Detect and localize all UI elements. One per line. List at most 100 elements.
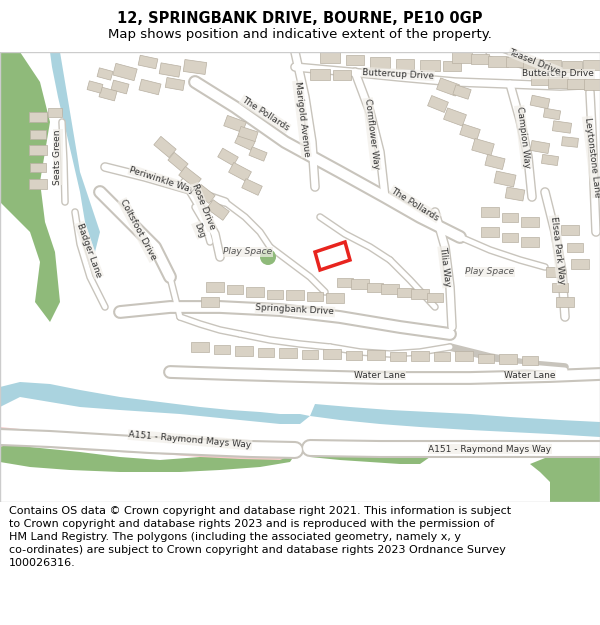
Polygon shape — [530, 95, 550, 109]
Polygon shape — [224, 116, 246, 132]
Polygon shape — [502, 232, 518, 241]
Polygon shape — [351, 279, 369, 289]
Polygon shape — [531, 75, 549, 85]
Polygon shape — [471, 54, 489, 64]
Text: Play Space: Play Space — [466, 268, 515, 276]
Polygon shape — [367, 350, 385, 360]
Polygon shape — [561, 225, 579, 235]
Polygon shape — [139, 79, 161, 95]
Polygon shape — [370, 56, 390, 68]
Polygon shape — [502, 213, 518, 221]
Polygon shape — [346, 351, 362, 359]
Polygon shape — [310, 442, 430, 464]
Polygon shape — [229, 162, 251, 181]
Polygon shape — [390, 351, 406, 361]
Polygon shape — [562, 137, 578, 148]
Polygon shape — [206, 199, 229, 221]
Polygon shape — [238, 126, 258, 141]
Polygon shape — [420, 59, 440, 71]
Polygon shape — [481, 207, 499, 217]
Text: Springbank Drive: Springbank Drive — [256, 304, 335, 316]
Polygon shape — [310, 404, 600, 437]
Polygon shape — [206, 282, 224, 292]
Polygon shape — [455, 351, 473, 361]
Text: Dog: Dog — [192, 221, 206, 239]
Polygon shape — [460, 124, 480, 140]
Polygon shape — [346, 55, 364, 65]
Polygon shape — [30, 162, 46, 171]
Polygon shape — [165, 78, 185, 91]
Text: Teasel Drive: Teasel Drive — [508, 48, 562, 76]
Text: Buttercup Drive: Buttercup Drive — [522, 69, 594, 79]
Polygon shape — [249, 147, 267, 161]
Polygon shape — [113, 63, 137, 81]
Polygon shape — [242, 179, 262, 196]
Polygon shape — [481, 227, 499, 237]
Polygon shape — [183, 59, 207, 74]
Polygon shape — [307, 291, 323, 301]
Polygon shape — [0, 52, 60, 322]
Polygon shape — [310, 69, 330, 79]
Polygon shape — [562, 61, 582, 71]
Polygon shape — [567, 79, 585, 89]
Polygon shape — [235, 346, 253, 356]
Polygon shape — [323, 349, 341, 359]
Polygon shape — [443, 108, 466, 126]
Polygon shape — [478, 354, 494, 362]
Text: Periwinkle Way: Periwinkle Way — [128, 165, 196, 195]
Text: Water Lane: Water Lane — [504, 371, 556, 379]
Text: A151 - Raymond Mays Way: A151 - Raymond Mays Way — [128, 430, 252, 450]
Polygon shape — [30, 129, 46, 139]
Text: Coltsfoot Drive: Coltsfoot Drive — [118, 198, 158, 262]
Polygon shape — [310, 440, 600, 456]
Polygon shape — [179, 166, 201, 188]
Polygon shape — [0, 382, 310, 424]
Polygon shape — [218, 148, 238, 166]
Polygon shape — [154, 136, 176, 158]
Polygon shape — [556, 297, 574, 307]
Polygon shape — [246, 287, 264, 297]
Polygon shape — [397, 288, 413, 296]
Polygon shape — [553, 121, 572, 133]
Polygon shape — [427, 292, 443, 301]
Polygon shape — [506, 57, 524, 67]
Polygon shape — [227, 284, 243, 294]
Polygon shape — [29, 179, 47, 189]
Polygon shape — [302, 349, 318, 359]
Polygon shape — [337, 278, 353, 286]
Polygon shape — [396, 59, 414, 69]
Polygon shape — [87, 81, 103, 93]
Polygon shape — [485, 154, 505, 169]
Polygon shape — [333, 70, 351, 80]
Polygon shape — [235, 134, 255, 151]
Text: A151 - Raymond Mays Way: A151 - Raymond Mays Way — [428, 444, 551, 454]
Polygon shape — [499, 354, 517, 364]
Text: Play Space: Play Space — [223, 248, 272, 256]
Polygon shape — [567, 242, 583, 251]
Polygon shape — [494, 171, 516, 187]
Polygon shape — [279, 348, 297, 358]
Text: Contains OS data © Crown copyright and database right 2021. This information is : Contains OS data © Crown copyright and d… — [9, 506, 511, 569]
Text: Tilia Way: Tilia Way — [438, 246, 452, 288]
Text: 12, SPRINGBANK DRIVE, BOURNE, PE10 0GP: 12, SPRINGBANK DRIVE, BOURNE, PE10 0GP — [117, 11, 483, 26]
Text: Buttercup Drive: Buttercup Drive — [362, 68, 434, 81]
Polygon shape — [571, 259, 589, 269]
Text: Leytonstone Lane: Leytonstone Lane — [583, 116, 600, 198]
Polygon shape — [546, 267, 564, 277]
Polygon shape — [159, 63, 181, 77]
Polygon shape — [522, 356, 538, 364]
Polygon shape — [428, 96, 448, 112]
Polygon shape — [583, 60, 600, 70]
Polygon shape — [267, 289, 283, 299]
Polygon shape — [138, 55, 158, 69]
Polygon shape — [99, 87, 117, 101]
Polygon shape — [452, 51, 472, 63]
Polygon shape — [201, 297, 219, 307]
Polygon shape — [320, 51, 340, 62]
Polygon shape — [472, 139, 494, 156]
Text: Seats Green: Seats Green — [53, 129, 62, 185]
Polygon shape — [505, 187, 525, 201]
Polygon shape — [584, 79, 600, 89]
Polygon shape — [411, 351, 429, 361]
Polygon shape — [548, 76, 568, 88]
